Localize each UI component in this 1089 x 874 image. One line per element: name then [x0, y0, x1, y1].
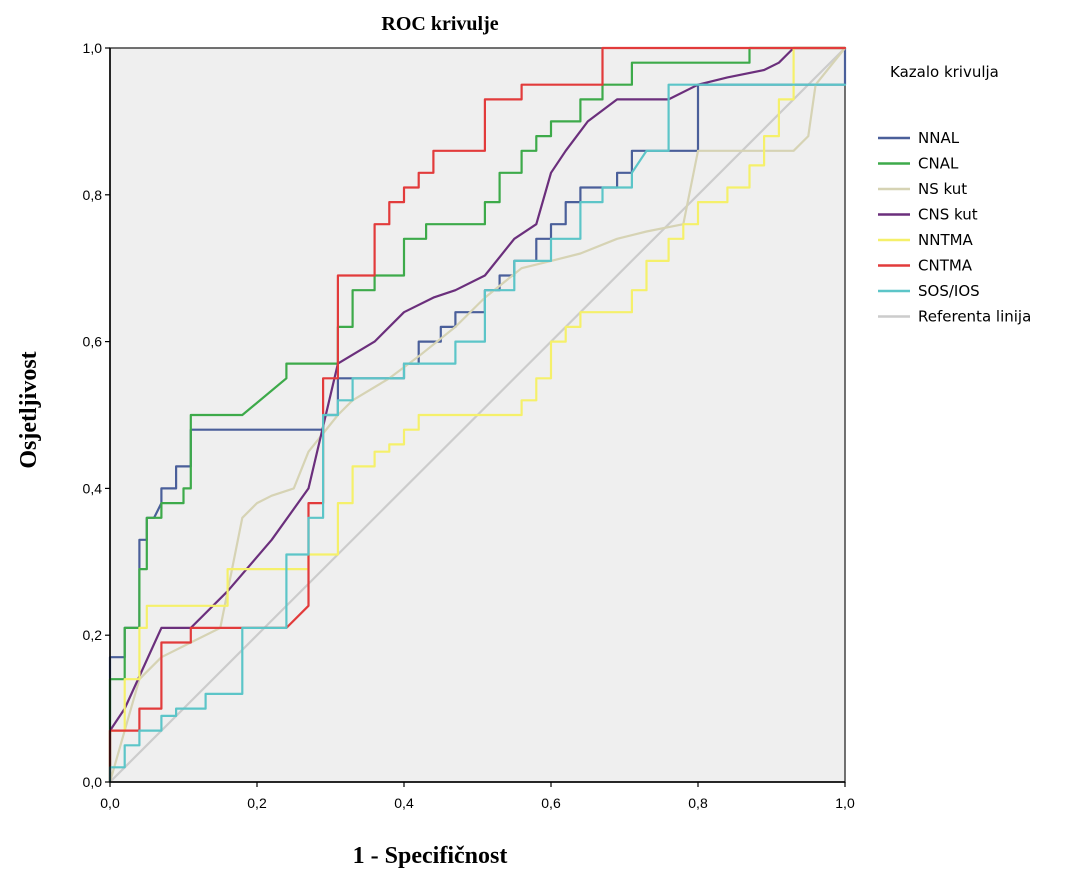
y-tick-label: 0,4 [83, 480, 103, 496]
x-tick-label: 0,2 [247, 795, 267, 811]
y-tick-label: 0,8 [83, 187, 103, 203]
series-line-nntma [108, 46, 847, 784]
legend: Kazalo krivulja NNAL CNAL NS kut CNS kut NNT… [878, 63, 1031, 326]
y-tick-label: 1,0 [83, 40, 103, 56]
series-line-cntma [108, 46, 847, 784]
x-tick-label: 1,0 [835, 795, 855, 811]
legend-label-nntma: NNTMA [918, 231, 974, 249]
legend-label-cntma: CNTMA [918, 257, 973, 275]
y-ticks: 0,0 0,2 0,4 0,6 0,8 1,0 [83, 40, 110, 790]
y-tick-label: 0,6 [83, 334, 103, 350]
legend-title: Kazalo krivulja [890, 63, 999, 81]
y-axis-label: Osjetljivost [16, 351, 42, 468]
legend-label-nnal: NNAL [918, 129, 960, 147]
x-tick-label: 0,4 [394, 795, 414, 811]
x-tick-label: 0,0 [100, 795, 120, 811]
chart-title: ROC krivulje [381, 13, 498, 35]
legend-label-cnal: CNAL [918, 155, 959, 173]
legend-label-sos-ios: SOS/IOS [918, 282, 980, 300]
series-layer [108, 46, 847, 784]
x-axis-label: 1 - Specifičnost [353, 843, 508, 869]
y-tick-label: 0,2 [83, 627, 103, 643]
legend-label-ns-kut: NS kut [918, 180, 967, 198]
series-line-sos-ios [108, 83, 847, 784]
legend-label-referenta-linija: Referenta linija [918, 308, 1031, 326]
legend-label-cns-kut: CNS kut [918, 206, 978, 224]
series-line-ns-kut [108, 46, 847, 784]
x-ticks: 0,0 0,2 0,4 0,6 0,8 1,0 [100, 782, 855, 811]
x-tick-label: 0,8 [688, 795, 708, 811]
series-line-cnal [108, 46, 847, 784]
x-tick-label: 0,6 [541, 795, 561, 811]
series-line-cns-kut [108, 46, 847, 784]
y-tick-label: 0,0 [83, 774, 103, 790]
